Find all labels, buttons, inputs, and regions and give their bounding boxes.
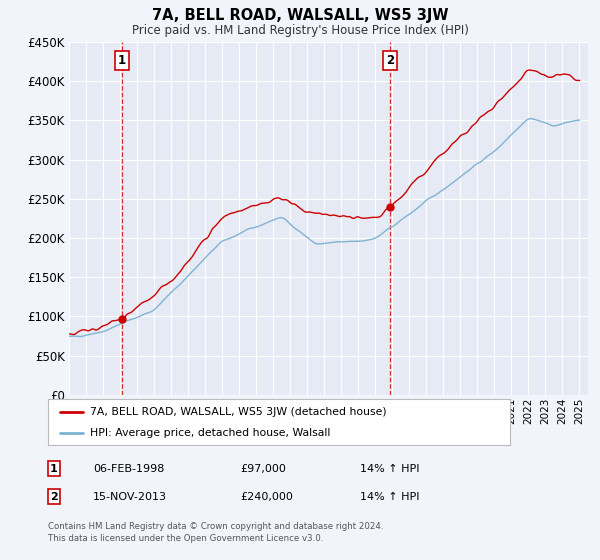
Text: £240,000: £240,000: [240, 492, 293, 502]
Text: £97,000: £97,000: [240, 464, 286, 474]
Text: Price paid vs. HM Land Registry's House Price Index (HPI): Price paid vs. HM Land Registry's House …: [131, 24, 469, 36]
Text: 2: 2: [386, 54, 394, 67]
Text: 1: 1: [50, 464, 58, 474]
Text: 14% ↑ HPI: 14% ↑ HPI: [360, 492, 419, 502]
Text: 7A, BELL ROAD, WALSALL, WS5 3JW (detached house): 7A, BELL ROAD, WALSALL, WS5 3JW (detache…: [89, 407, 386, 417]
Text: 06-FEB-1998: 06-FEB-1998: [93, 464, 164, 474]
Text: 15-NOV-2013: 15-NOV-2013: [93, 492, 167, 502]
Text: 1: 1: [118, 54, 126, 67]
Text: 7A, BELL ROAD, WALSALL, WS5 3JW: 7A, BELL ROAD, WALSALL, WS5 3JW: [152, 8, 448, 24]
Text: 14% ↑ HPI: 14% ↑ HPI: [360, 464, 419, 474]
Text: HPI: Average price, detached house, Walsall: HPI: Average price, detached house, Wals…: [89, 428, 330, 438]
Text: Contains HM Land Registry data © Crown copyright and database right 2024.
This d: Contains HM Land Registry data © Crown c…: [48, 522, 383, 543]
Text: 2: 2: [50, 492, 58, 502]
